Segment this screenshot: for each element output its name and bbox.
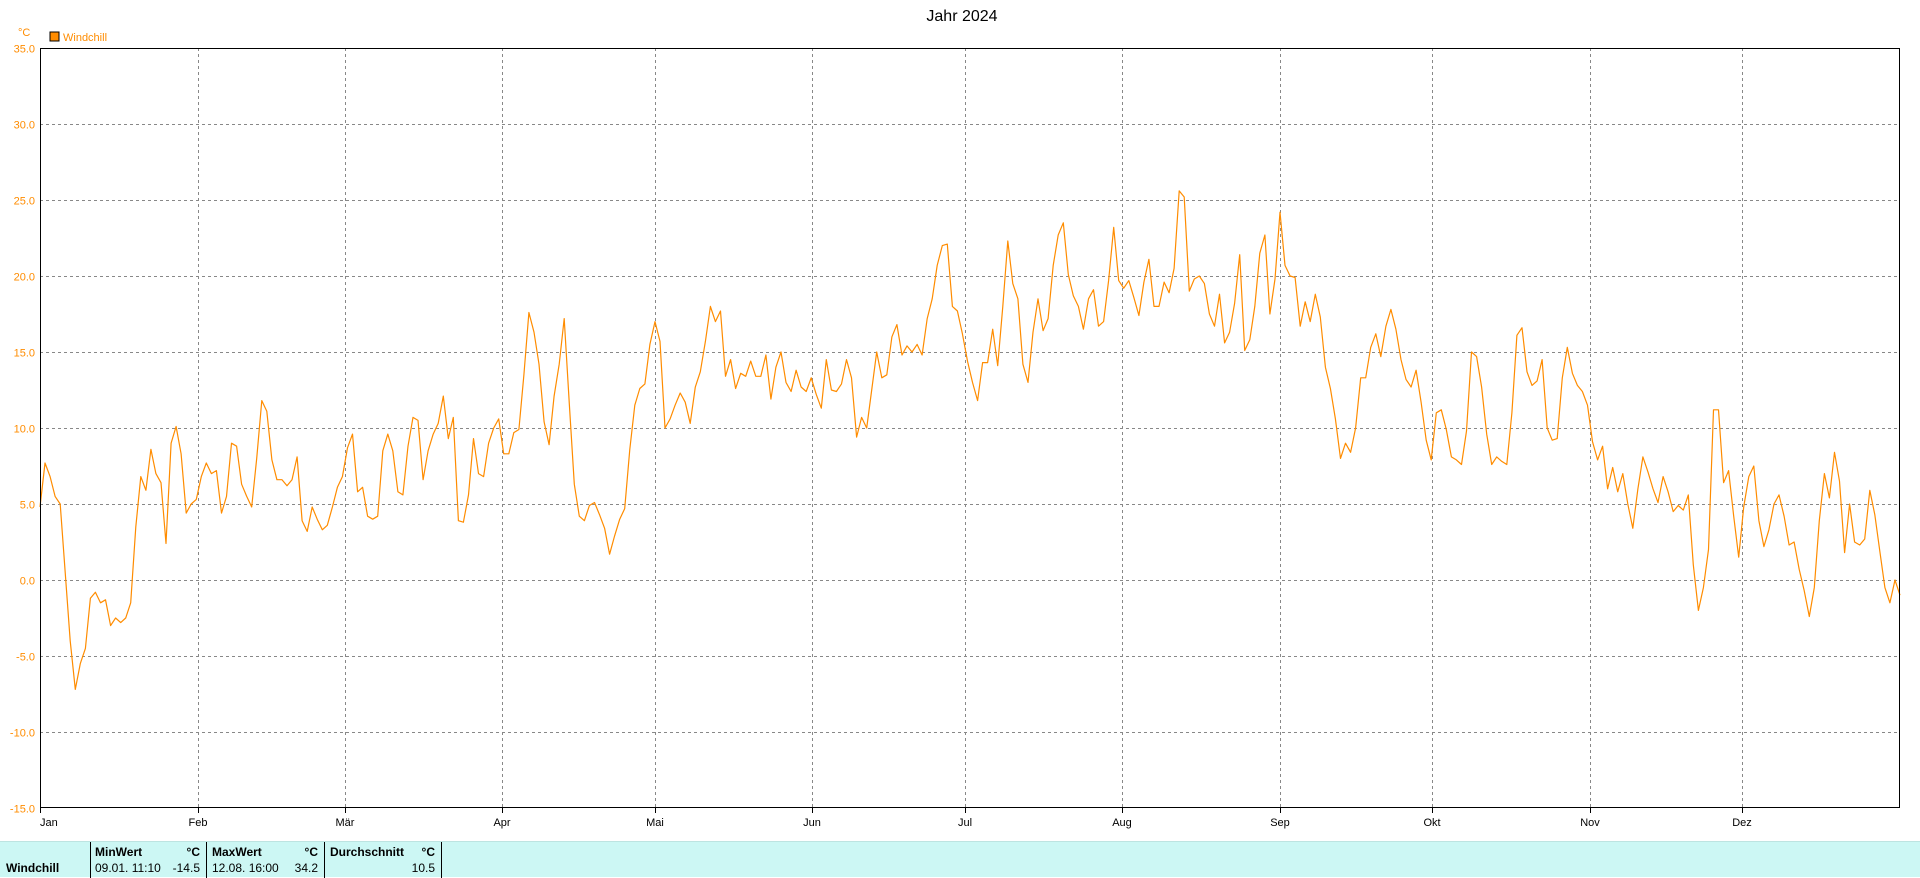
y-tick-label: 25.0 bbox=[14, 196, 35, 208]
chart-gridlines bbox=[40, 48, 1900, 813]
x-axis-tick-labels: Jan Feb Mär Apr Mai Jun Jul Aug Sep Okt Nov Dez bbox=[40, 817, 1752, 829]
stats-max-cell: MaxWert °C 12.08. 16:00 34.2 bbox=[206, 842, 324, 878]
statistics-panel: Windchill MinWert °C 09.01. 11:10 -14.5 … bbox=[0, 841, 1920, 878]
x-tick-label: Dez bbox=[1732, 817, 1752, 829]
chart-title: Jahr 2024 bbox=[926, 8, 997, 25]
y-tick-label: 15.0 bbox=[14, 348, 35, 360]
stats-min-header: MinWert bbox=[95, 845, 143, 859]
x-tick-label: Jun bbox=[803, 817, 821, 829]
chart-legend: Windchill bbox=[49, 31, 107, 44]
x-tick-label: Mai bbox=[646, 817, 664, 829]
x-tick-label: Okt bbox=[1423, 817, 1440, 829]
stats-max-header: MaxWert bbox=[212, 845, 262, 859]
series-line-windchill bbox=[39, 190, 1901, 691]
x-tick-label: Jul bbox=[958, 817, 972, 829]
legend-swatch-windchill bbox=[49, 31, 60, 42]
stats-average-value: 10.5 bbox=[411, 861, 435, 875]
y-tick-label: -10.0 bbox=[10, 728, 35, 740]
stats-series-name: Windchill bbox=[6, 861, 60, 875]
plot-frame bbox=[40, 48, 1900, 808]
stats-min-unit: °C bbox=[186, 845, 200, 859]
stats-average-header: Durchschnitt bbox=[330, 845, 405, 859]
x-tick-label: Mär bbox=[336, 817, 355, 829]
stats-min-value: -14.5 bbox=[172, 861, 200, 875]
y-axis-tick-labels: 35.0 30.0 25.0 20.0 15.0 10.0 5.0 0.0 -5.0 -10.0 -… bbox=[10, 44, 35, 816]
y-tick-label: 5.0 bbox=[20, 500, 35, 512]
y-tick-label: 20.0 bbox=[14, 272, 35, 284]
y-tick-label: 35.0 bbox=[14, 44, 35, 56]
windchill-line-chart: Jahr 2024 °C Windchill 35.0 30.0 25.0 20.0 1… bbox=[10, 8, 1901, 829]
stats-average-cell: Durchschnitt °C 10.5 bbox=[324, 842, 442, 878]
y-tick-label: 10.0 bbox=[14, 424, 35, 436]
y-tick-label: -5.0 bbox=[16, 652, 35, 664]
stats-average-unit: °C bbox=[421, 845, 435, 859]
stats-max-unit: °C bbox=[304, 845, 318, 859]
legend-label-windchill: Windchill bbox=[63, 32, 107, 44]
y-tick-label: 30.0 bbox=[14, 120, 35, 132]
x-tick-label: Nov bbox=[1580, 817, 1600, 829]
stats-series-cell: Windchill bbox=[0, 842, 90, 878]
x-tick-label: Jan bbox=[40, 817, 58, 829]
x-tick-label: Apr bbox=[493, 817, 510, 829]
x-tick-label: Feb bbox=[189, 817, 208, 829]
stats-max-datetime: 12.08. 16:00 bbox=[212, 861, 279, 875]
x-tick-label: Sep bbox=[1270, 817, 1290, 829]
stats-min-cell: MinWert °C 09.01. 11:10 -14.5 bbox=[90, 842, 206, 878]
y-axis-unit-label: °C bbox=[18, 27, 30, 39]
stats-max-value: 34.2 bbox=[294, 861, 318, 875]
y-tick-label: -15.0 bbox=[10, 804, 35, 816]
y-tick-label: 0.0 bbox=[20, 576, 35, 588]
chart-series bbox=[39, 190, 1901, 691]
x-tick-label: Aug bbox=[1112, 817, 1132, 829]
chart-area: Jahr 2024 °C Windchill 35.0 30.0 25.0 20.0 1… bbox=[10, 8, 1901, 829]
stats-min-datetime: 09.01. 11:10 bbox=[95, 861, 161, 875]
